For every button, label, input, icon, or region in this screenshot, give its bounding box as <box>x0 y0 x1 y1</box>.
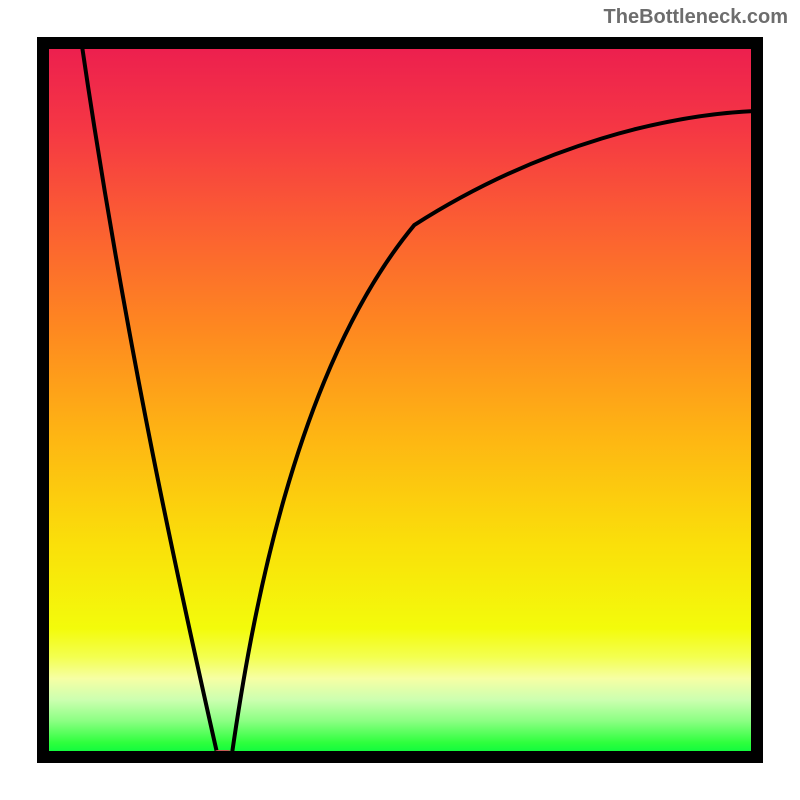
gradient-background <box>43 43 757 757</box>
bottleneck-chart-svg <box>0 0 800 800</box>
watermark-text: TheBottleneck.com <box>604 6 788 29</box>
chart-container: TheBottleneck.com <box>0 0 800 800</box>
